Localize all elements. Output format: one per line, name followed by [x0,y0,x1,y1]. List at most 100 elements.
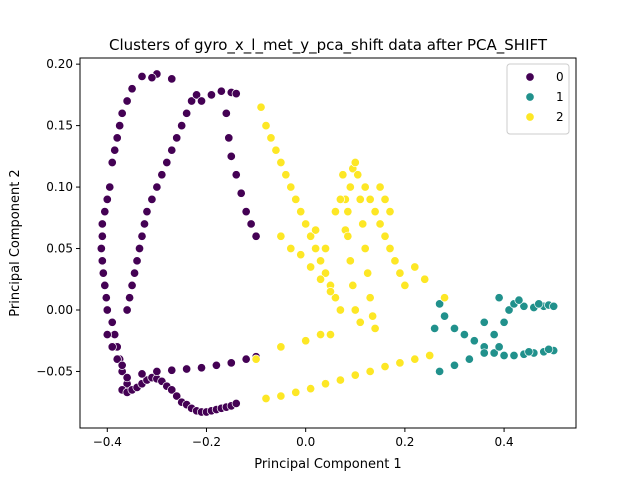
scatter-point [97,256,107,266]
scatter-point [469,336,479,346]
scatter-point [306,231,316,241]
scatter-point [464,354,474,364]
x-tick-label: −0.2 [192,435,221,449]
scatter-point [216,86,226,96]
scatter-point [385,207,395,217]
scatter-point [358,219,368,229]
scatter-point [494,293,504,303]
scatter-point [335,305,345,315]
scatter-point [127,280,137,290]
scatter-point [107,317,117,327]
legend-label: 2 [556,110,564,124]
legend-label: 1 [556,90,564,104]
legend: 0 1 2 [506,63,570,135]
scatter-point [152,366,162,377]
scatter-point [301,336,311,346]
scatter-point [134,243,145,254]
scatter-point [122,305,132,315]
scatter-point [167,385,177,395]
scatter-point [420,274,430,284]
scatter-point [276,391,286,401]
scatter-point [224,133,234,143]
scatter-point [320,243,331,254]
scatter-point [489,348,499,358]
y-tick-label: 0.00 [46,303,73,317]
scatter-point [375,182,385,192]
x-tick-label: 0.4 [495,435,514,449]
scatter-point [355,194,365,204]
scatter-point [499,317,509,327]
scatter-point [479,348,489,358]
scatter-point [320,379,331,389]
y-tick-label: 0.05 [46,242,73,256]
scatter-point [335,194,345,204]
scatter-point [375,219,385,229]
scatter-point [425,350,435,361]
chart-title: Clusters of gyro_x_l_met_y_pca_shift dat… [109,36,548,55]
scatter-point [241,207,251,217]
scatter-point [125,293,135,303]
scatter-point [221,108,231,118]
scatter-point [281,170,291,180]
points-layer [96,69,559,417]
scatter-point [261,121,271,131]
scatter-point [127,84,137,94]
scatter-point [534,299,544,309]
scatter-point [370,323,380,333]
scatter-point [251,354,261,364]
legend-marker [525,72,535,82]
scatter-point [102,330,112,340]
scatter-point [365,194,375,204]
scatter-point [117,108,127,118]
scatter-point [101,293,111,303]
scatter-point [316,256,326,266]
scatter-point [231,89,241,99]
scatter-point [338,170,348,180]
scatter-point [100,280,110,290]
scatter-point [306,262,316,272]
scatter-point [363,268,373,278]
scatter-point [105,182,115,192]
y-tick-label: −0.05 [36,364,73,378]
scatter-point [489,330,499,340]
legend-marker [525,112,535,122]
scatter-point [311,243,321,254]
x-axis-label: Principal Component 1 [254,457,401,472]
scatter-point [137,231,147,241]
x-tick-label: −0.4 [93,435,122,449]
scatter-point [306,384,316,394]
scatter-point [544,344,554,354]
scatter-point [514,295,524,305]
scatter-point [276,157,286,168]
scatter-point [261,393,271,404]
scatter-point [110,145,120,155]
x-axis: −0.4 −0.2 0.0 0.2 0.4 [93,428,514,449]
scatter-point [330,207,340,217]
scatter-point [241,354,251,364]
scatter-point [350,157,360,168]
scatter-point [276,342,286,352]
scatter-point [132,256,142,266]
scatter-point [335,375,345,385]
scatter-point [296,250,306,260]
scatter-point [167,145,177,155]
scatter-point [368,311,378,321]
scatter-point [271,145,281,155]
plot-frame [79,57,577,429]
scatter-point [107,157,117,168]
scatter-point [97,219,107,229]
scatter-point [236,188,246,198]
scatter-point [139,219,150,229]
scatter-point [449,360,460,370]
scatter-point [147,73,157,83]
scatter-point [102,194,112,204]
scatter-point [330,293,340,303]
scatter-point [380,231,390,241]
scatter-point [343,231,353,241]
scatter-point [395,358,405,368]
scatter-point [435,366,445,377]
scatter-point [440,311,450,321]
scatter-point [226,151,236,161]
scatter-point [291,194,301,204]
